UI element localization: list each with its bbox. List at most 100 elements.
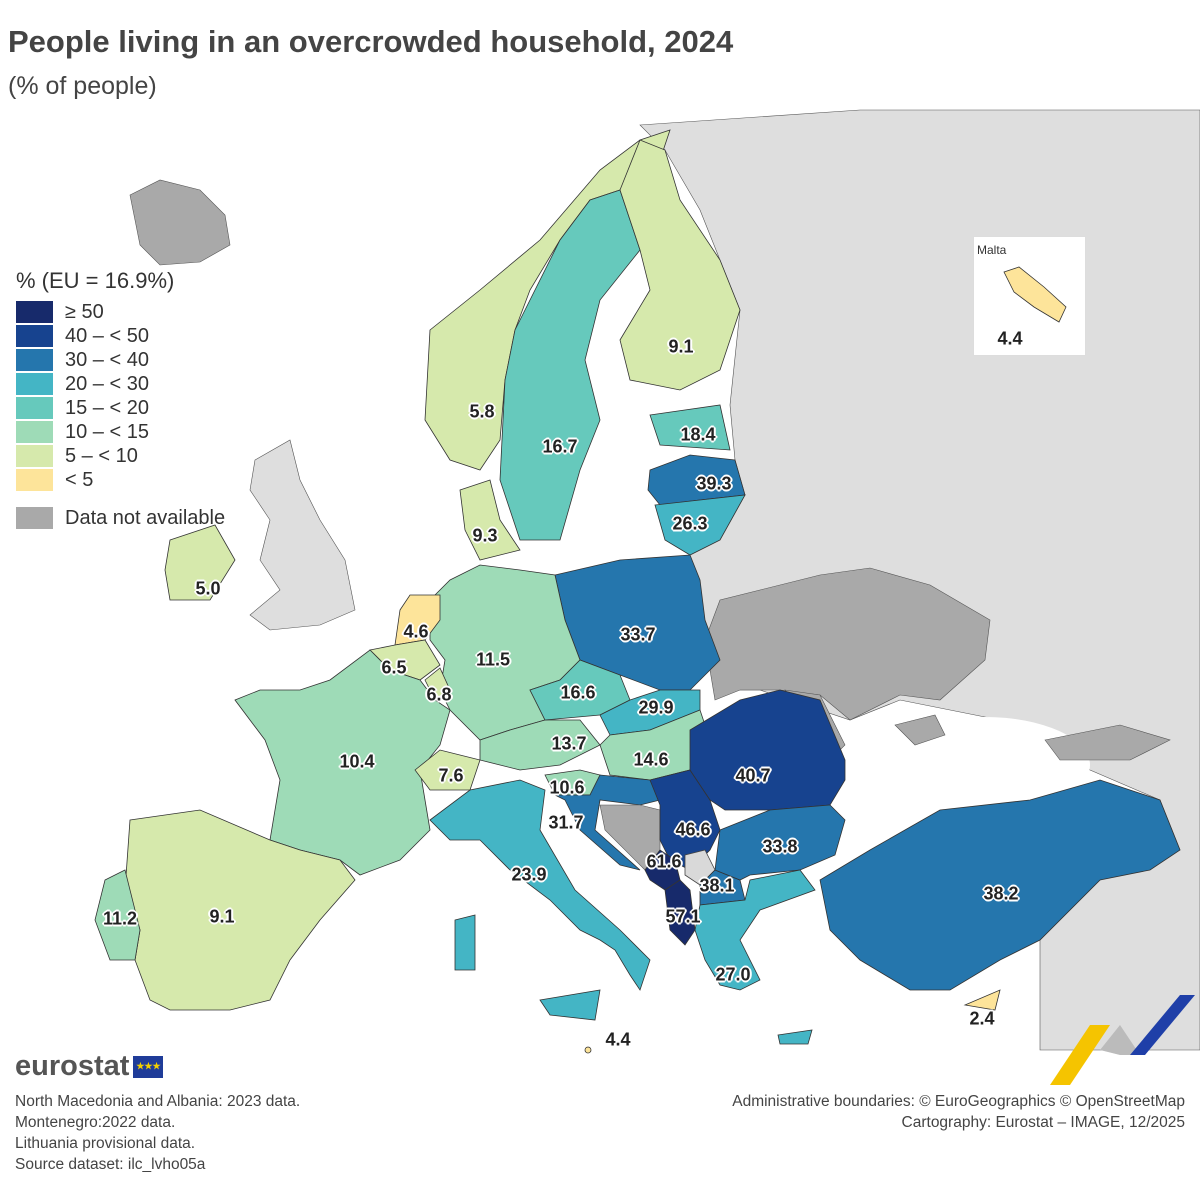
note: North Macedonia and Albania: 2023 data.	[15, 1093, 301, 1110]
legend-item-na: Data not available	[16, 506, 225, 530]
legend: % (EU = 16.9%) ≥ 50 40 – < 50 30 – < 40 20 …	[16, 268, 225, 530]
legend-item: 40 – < 50	[16, 324, 225, 348]
legend-swatch	[16, 397, 53, 419]
legend-label-na: Data not available	[65, 506, 226, 529]
label-norway: 5.8	[469, 401, 495, 422]
country-ireland[interactable]	[164, 524, 236, 601]
legend-swatch	[16, 421, 53, 443]
label-bulgaria: 33.8	[762, 836, 798, 857]
legend-item: 30 – < 40	[16, 348, 225, 372]
italy-sardinia	[454, 914, 476, 971]
legend-label: 40 – < 50	[65, 324, 149, 347]
logo-text: eurostat	[15, 1050, 130, 1082]
map-title: People living in an overcrowded househol…	[8, 24, 734, 59]
country-north-macedonia[interactable]	[699, 869, 746, 906]
credits: Administrative boundaries: © EuroGeograp…	[732, 1091, 1185, 1133]
inset-title: Malta	[977, 243, 1007, 257]
country-portugal[interactable]	[94, 869, 141, 961]
label-turkey: 38.2	[983, 883, 1019, 904]
label-slovakia: 29.9	[638, 697, 674, 718]
malta-inset: Malta 4.4	[973, 236, 1086, 356]
greek-island-crete	[777, 1029, 813, 1045]
legend-swatch-na	[16, 507, 53, 529]
legend-label: 10 – < 15	[65, 420, 149, 443]
georgia	[1044, 724, 1171, 761]
label-germany: 11.5	[475, 649, 511, 670]
decorative-gray-stripe	[1100, 1025, 1140, 1055]
credit: Administrative boundaries: © EuroGeograp…	[732, 1093, 1185, 1110]
label-poland: 33.7	[620, 624, 656, 645]
decorative-blue-stripe	[1130, 995, 1195, 1055]
label-croatia: 31.7	[548, 812, 584, 833]
legend-swatch	[16, 373, 53, 395]
label-estonia: 18.4	[680, 424, 716, 445]
inset-value: 4.4	[997, 328, 1023, 349]
country-italy[interactable]	[429, 779, 651, 991]
label-hungary: 14.6	[633, 749, 669, 770]
legend-item: 15 – < 20	[16, 396, 225, 420]
label-malta: 4.4	[605, 1029, 631, 1050]
legend-label: ≥ 50	[65, 300, 104, 323]
country-switzerland[interactable]	[414, 749, 481, 791]
label-sweden: 16.7	[542, 436, 578, 457]
label-montenegro: 61.6	[646, 851, 682, 872]
label-france: 10.4	[339, 751, 375, 772]
label-lithuania: 26.3	[672, 513, 708, 534]
legend-swatch	[16, 325, 53, 347]
legend-label: < 5	[65, 468, 94, 491]
label-greece: 27.0	[715, 964, 751, 985]
country-denmark[interactable]	[459, 479, 521, 561]
note: Lithuania provisional data.	[15, 1135, 196, 1152]
eu-flag-icon: ★★★	[133, 1055, 164, 1078]
country-czechia[interactable]	[529, 659, 631, 721]
label-luxembourg: 6.8	[426, 684, 452, 705]
label-romania: 40.7	[735, 765, 771, 786]
legend-swatch	[16, 349, 53, 371]
label-netherlands: 4.6	[403, 621, 429, 642]
country-sweden[interactable]	[499, 189, 641, 541]
legend-item: 5 – < 10	[16, 444, 225, 468]
label-latvia: 39.3	[696, 473, 732, 494]
note: Montenegro:2022 data.	[15, 1114, 176, 1131]
country-malta[interactable]	[584, 1046, 592, 1054]
country-luxembourg[interactable]	[424, 667, 451, 701]
legend-item: ≥ 50	[16, 300, 225, 324]
country-croatia[interactable]	[554, 774, 661, 871]
legend-swatch	[16, 301, 53, 323]
country-greece[interactable]	[694, 869, 816, 991]
country-estonia[interactable]	[649, 404, 731, 451]
uk	[249, 439, 356, 631]
iceland	[129, 179, 231, 266]
legend-swatch	[16, 445, 53, 467]
country-lithuania[interactable]	[654, 494, 746, 556]
legend-label: 5 – < 10	[65, 444, 138, 467]
label-portugal: 11.2	[102, 908, 138, 929]
label-ireland: 5.0	[195, 578, 221, 599]
eurostat-logo: eurostat ★★★	[15, 1050, 164, 1083]
legend-swatch	[16, 469, 53, 491]
map-subtitle: (% of people)	[8, 72, 157, 100]
label-switzerland: 7.6	[438, 765, 464, 786]
country-turkey[interactable]	[819, 779, 1181, 991]
legend-label: 20 – < 30	[65, 372, 149, 395]
ukraine	[704, 567, 991, 721]
country-cyprus[interactable]	[963, 989, 1001, 1011]
label-cyprus: 2.4	[969, 1008, 995, 1029]
label-slovenia: 10.6	[549, 777, 585, 798]
label-belgium: 6.5	[381, 657, 407, 678]
label-austria: 13.7	[551, 733, 587, 754]
footnotes: North Macedonia and Albania: 2023 data. …	[15, 1091, 300, 1175]
label-czechia: 16.6	[560, 682, 596, 703]
legend-label: 30 – < 40	[65, 348, 149, 371]
country-romania[interactable]	[689, 689, 846, 811]
legend-item: 20 – < 30	[16, 372, 225, 396]
legend-label: 15 – < 20	[65, 396, 149, 419]
legend-title: % (EU = 16.9%)	[16, 268, 175, 293]
label-denmark: 9.3	[472, 525, 498, 546]
label-serbia: 46.6	[675, 819, 711, 840]
country-finland[interactable]	[619, 139, 741, 391]
label-spain: 9.1	[209, 906, 235, 927]
country-bulgaria[interactable]	[714, 804, 846, 881]
